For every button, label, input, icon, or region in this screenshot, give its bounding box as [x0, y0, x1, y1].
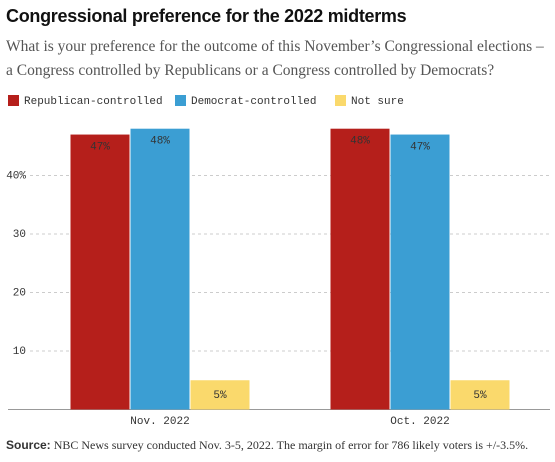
y-tick-label: 30 [13, 229, 26, 241]
x-tick-label: Oct. 2022 [390, 416, 449, 428]
bar [330, 128, 390, 410]
chart-subtitle: What is your preference for the outcome … [6, 38, 544, 79]
value-label: 48% [150, 136, 170, 148]
chart-title: Congressional preference for the 2022 mi… [6, 6, 407, 26]
value-label: 47% [90, 141, 110, 153]
legend-swatch [335, 95, 346, 106]
source-text: NBC News survey conducted Nov. 3-5, 2022… [53, 438, 529, 452]
legend-label: Democrat-controlled [191, 96, 316, 108]
value-label: 48% [350, 136, 370, 148]
y-tick-label: 10 [13, 346, 26, 358]
bar [130, 128, 190, 410]
legend-swatch [175, 95, 186, 106]
y-tick-label: 20 [13, 287, 26, 299]
legend-swatch [8, 95, 19, 106]
y-tick-label: 40% [6, 170, 26, 182]
legend-label: Republican-controlled [24, 96, 163, 108]
bar [70, 134, 130, 410]
x-tick-label: Nov. 2022 [130, 416, 189, 428]
value-label: 47% [410, 141, 430, 153]
value-label: 5% [473, 390, 487, 402]
source-label: Source: [6, 438, 51, 452]
source-note: Source: NBC News survey conducted Nov. 3… [6, 438, 528, 453]
bar [190, 380, 250, 410]
bar [390, 134, 450, 410]
legend-label: Not sure [351, 96, 404, 108]
bar [450, 380, 510, 410]
value-label: 5% [213, 390, 227, 402]
